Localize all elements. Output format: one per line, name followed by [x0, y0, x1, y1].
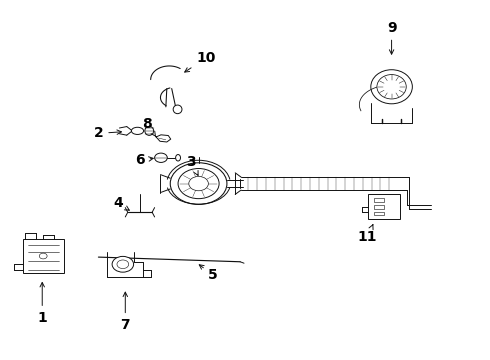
Bar: [374, 205, 384, 209]
Ellipse shape: [173, 105, 182, 114]
Circle shape: [112, 256, 134, 272]
Ellipse shape: [377, 75, 406, 99]
Text: 7: 7: [121, 292, 130, 332]
Circle shape: [178, 168, 219, 199]
Circle shape: [39, 253, 47, 259]
Circle shape: [189, 176, 208, 191]
Text: 1: 1: [37, 283, 47, 325]
Ellipse shape: [175, 154, 180, 161]
Ellipse shape: [145, 126, 154, 135]
Text: 4: 4: [113, 196, 129, 210]
Bar: [368, 194, 400, 220]
Text: 6: 6: [135, 153, 153, 167]
Text: 10: 10: [185, 51, 216, 72]
Circle shape: [117, 260, 129, 269]
Text: 3: 3: [186, 155, 198, 175]
Text: 11: 11: [357, 225, 377, 244]
Text: 2: 2: [94, 126, 122, 140]
FancyBboxPatch shape: [23, 239, 64, 273]
Bar: [374, 212, 384, 215]
Ellipse shape: [371, 70, 413, 104]
Text: 5: 5: [199, 265, 218, 282]
Text: 9: 9: [387, 21, 396, 54]
Ellipse shape: [131, 127, 144, 134]
Text: 8: 8: [143, 117, 156, 136]
Circle shape: [170, 163, 227, 204]
Bar: [374, 198, 384, 202]
Circle shape: [155, 153, 167, 162]
